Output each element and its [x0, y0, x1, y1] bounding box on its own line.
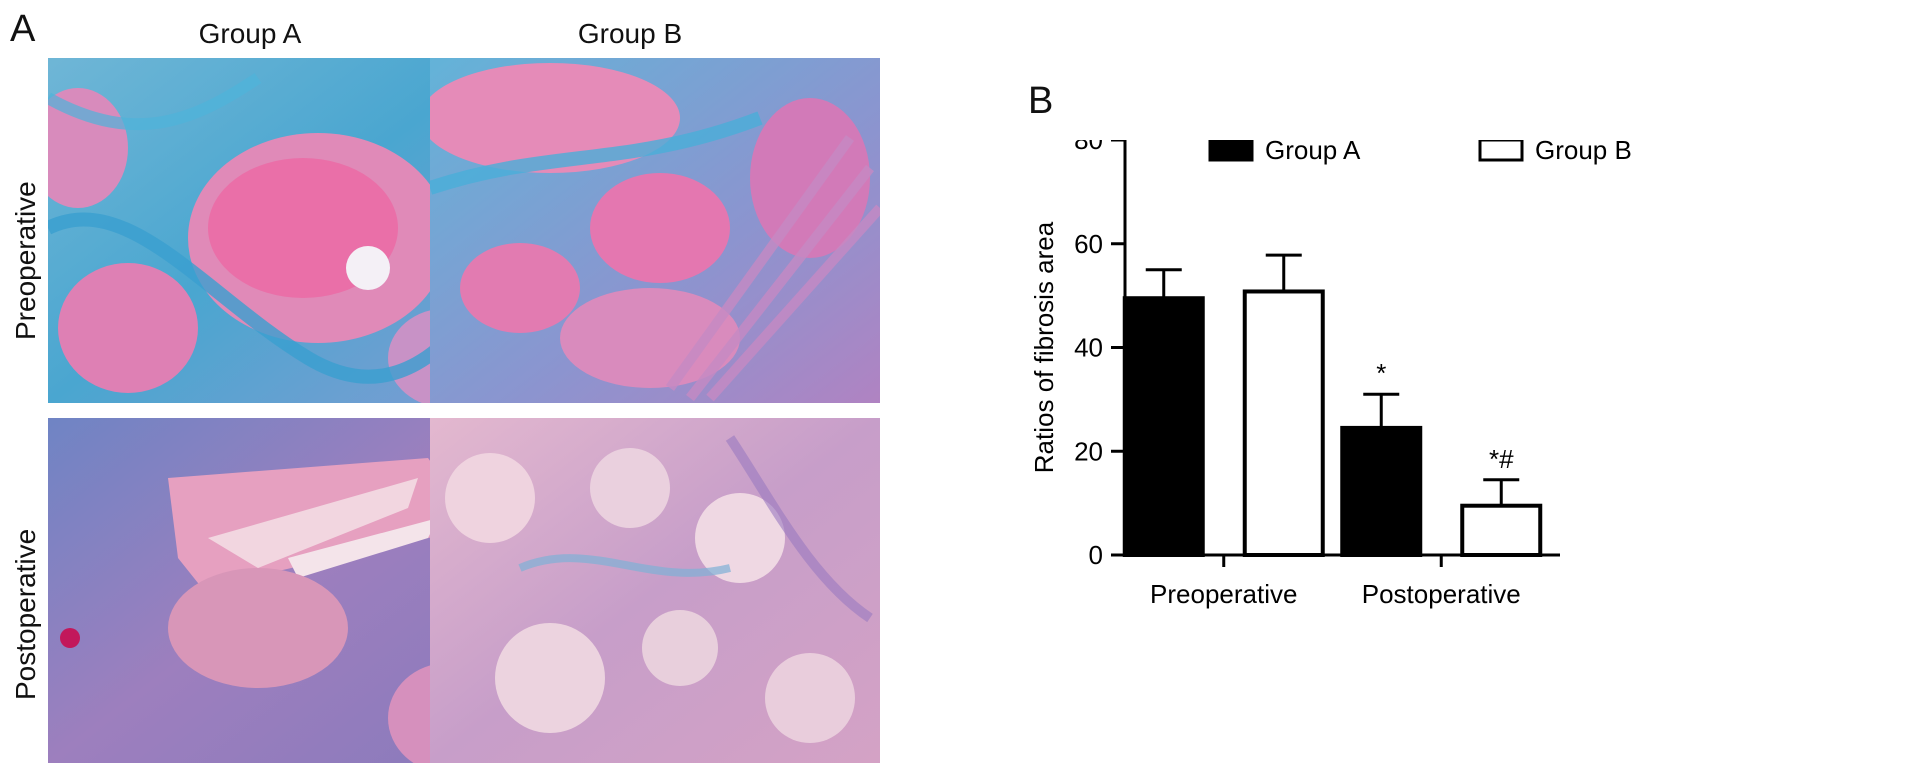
bar [1340, 425, 1423, 557]
micrograph-group-b-preoperative [430, 58, 880, 403]
significance-marker: *# [1489, 444, 1514, 474]
significance-marker: * [1376, 358, 1386, 388]
x-tick-label: Postoperative [1362, 579, 1521, 609]
column-label-group-a: Group A [198, 18, 302, 49]
micrograph-group-b-postoperative [430, 418, 880, 763]
x-tick-label: Preoperative [1150, 579, 1297, 609]
y-tick-label: 80 [1074, 140, 1103, 155]
column-label-group-b: Group B [577, 18, 683, 49]
bar-chart: 0 20 40 60 80 Ratios of fibrosis area Preopera… [1029, 140, 1632, 609]
y-axis-label: Ratios of fibrosis area [1029, 221, 1059, 473]
row-label-postoperative: Postoperative [10, 528, 41, 700]
panel-b-label: B [1028, 80, 1054, 122]
row-label-preoperative: Preoperative [10, 181, 41, 340]
bar [1242, 289, 1325, 557]
legend-label: Group A [1265, 140, 1361, 165]
y-tick-label: 40 [1074, 333, 1103, 363]
legend-swatch [1478, 140, 1524, 162]
panel-a-label: A [10, 8, 36, 50]
bar [1460, 503, 1543, 557]
y-tick-label: 0 [1089, 540, 1103, 570]
legend-swatch [1208, 140, 1254, 162]
bar [1122, 296, 1205, 557]
micrograph-group-a-preoperative [48, 58, 498, 403]
legend-label: Group B [1535, 140, 1632, 165]
y-tick-label: 20 [1074, 436, 1103, 466]
y-tick-label: 60 [1074, 229, 1103, 259]
